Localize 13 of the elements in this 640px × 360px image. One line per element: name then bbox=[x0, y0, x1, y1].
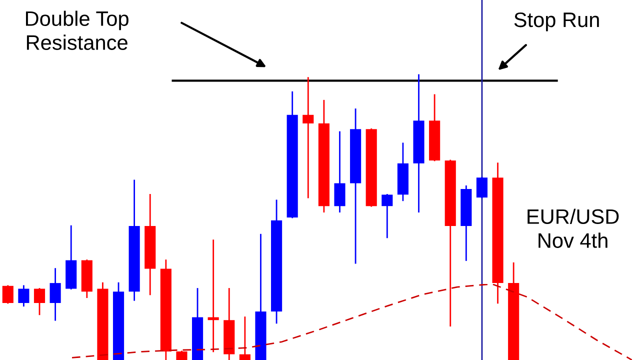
candlestick bbox=[239, 316, 250, 360]
candlestick bbox=[334, 131, 346, 212]
candlestick bbox=[2, 285, 14, 304]
candlestick bbox=[50, 268, 61, 321]
candlestick bbox=[34, 288, 46, 316]
text: EUR/USD Nov 4th bbox=[528, 208, 619, 248]
text: Double Top Resistance bbox=[26, 10, 128, 50]
candlestick bbox=[476, 176, 488, 198]
text: Stop Run bbox=[514, 12, 599, 32]
candlestick bbox=[208, 240, 219, 352]
candlestick bbox=[382, 194, 393, 238]
candlestick bbox=[18, 285, 30, 307]
candlestick bbox=[302, 77, 314, 198]
